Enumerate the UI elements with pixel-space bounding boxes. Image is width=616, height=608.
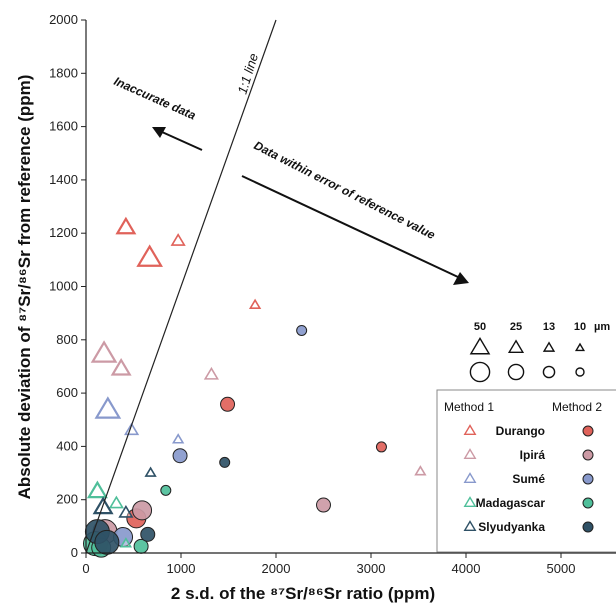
legend-triangle-marker (463, 520, 477, 531)
size-legend: 50 25 13 10 µm (469, 321, 610, 383)
x-axis-title: 2 s.d. of the ⁸⁷Sr/⁸⁶Sr ratio (ppm) (171, 584, 435, 603)
data-point-circle (375, 441, 387, 453)
legend-triangle-marker (463, 424, 477, 435)
data-point-circle (219, 456, 231, 468)
data-point-circle (296, 324, 308, 336)
data-point-circle (220, 396, 236, 412)
legend-entry-label: Slyudyanka (478, 520, 545, 534)
one-to-one-line (85, 19, 277, 554)
data-point-triangle (86, 480, 108, 499)
data-point-triangle (203, 366, 219, 380)
data-point-triangle (136, 244, 163, 267)
data-point-triangle (124, 422, 140, 436)
y-tick-label: 2000 (49, 12, 78, 27)
data-point-triangle (118, 504, 134, 518)
data-point-triangle (110, 357, 132, 376)
size-legend-circle (542, 365, 556, 379)
data-point-circle (160, 484, 172, 496)
y-tick-label: 200 (56, 492, 78, 507)
size-legend-triangle (507, 339, 525, 354)
data-point-triangle (119, 537, 133, 548)
data-point-triangle (90, 340, 118, 363)
legend-method1-label: Method 1 (444, 400, 494, 414)
annotation-inaccurate: Inaccurate data (112, 74, 198, 123)
legend-triangle-marker (463, 448, 477, 459)
y-tick-label: 1400 (49, 172, 78, 187)
arrow-inaccurate-icon (152, 127, 203, 151)
legend-triangle-marker (463, 472, 477, 483)
plot-area (83, 216, 427, 558)
data-point-triangle (248, 298, 262, 309)
legend-entry-label: Durango (496, 424, 545, 438)
data-point-triangle (414, 465, 427, 476)
y-tick-label: 0 (71, 545, 78, 560)
x-tick-label: 1000 (167, 561, 196, 576)
data-point-circle (172, 448, 188, 464)
x-tick-label: 5000 (547, 561, 576, 576)
x-tick-label: 0 (82, 561, 89, 576)
data-point-circle (132, 500, 153, 521)
y-tick-label: 800 (56, 332, 78, 347)
arrow-within-error-icon (241, 175, 469, 285)
x-ticks: 0 1000 2000 3000 4000 5000 (82, 553, 575, 576)
data-point-triangle (171, 433, 185, 444)
y-tick-label: 1600 (49, 119, 78, 134)
legend-circle-marker (582, 497, 594, 509)
y-tick-label: 600 (56, 385, 78, 400)
legend-circle-marker (582, 473, 594, 485)
data-point-triangle (170, 233, 186, 246)
y-tick-label: 1000 (49, 279, 78, 294)
y-tick-label: 400 (56, 438, 78, 453)
size-legend-triangle (469, 337, 491, 355)
size-legend-triangle (542, 341, 556, 352)
y-tick-label: 1200 (49, 225, 78, 240)
x-tick-label: 4000 (452, 561, 481, 576)
size-legend-unit: µm (594, 321, 610, 333)
y-axis-title: Absolute deviation of ⁸⁷Sr/⁸⁶Sr from ref… (15, 75, 34, 500)
x-tick-label: 3000 (357, 561, 386, 576)
legend: Method 1 Method 2 Durango Ipirá Sumé Madaga… (436, 389, 616, 553)
size-legend-label: 13 (543, 321, 555, 333)
legend-method2-label: Method 2 (552, 400, 602, 414)
data-point-triangle (144, 466, 157, 477)
data-point-circle (140, 526, 156, 542)
size-legend-label: 25 (510, 321, 522, 333)
data-point-triangle (108, 495, 124, 509)
size-legend-circle (469, 361, 491, 383)
legend-entry-label: Madagascar (476, 496, 546, 510)
size-legend-circle (575, 367, 585, 377)
size-legend-circle (507, 363, 525, 381)
legend-circle-marker (582, 521, 594, 533)
data-point-circle (316, 497, 331, 513)
legend-triangle-marker (463, 496, 477, 507)
legend-entry-label: Ipirá (520, 448, 546, 462)
size-legend-triangle (574, 342, 586, 352)
legend-circle-marker (582, 449, 594, 461)
data-point-triangle (115, 216, 137, 235)
x-tick-label: 2000 (262, 561, 291, 576)
legend-entries: Durango Ipirá Sumé Madagascar Slyudyanka (463, 424, 594, 534)
size-legend-label: 50 (474, 321, 486, 333)
legend-circle-marker (582, 425, 594, 437)
y-tick-label: 1800 (49, 65, 78, 80)
data-point-triangle (94, 396, 122, 419)
data-point-circle (94, 529, 120, 555)
legend-entry-label: Sumé (512, 472, 545, 486)
size-legend-label: 10 (574, 321, 586, 333)
annotation-within-error: Data within error of reference value (252, 138, 438, 242)
y-ticks: 0 200 400 600 800 1000 1200 1400 1600 1800 2000 (49, 12, 86, 560)
